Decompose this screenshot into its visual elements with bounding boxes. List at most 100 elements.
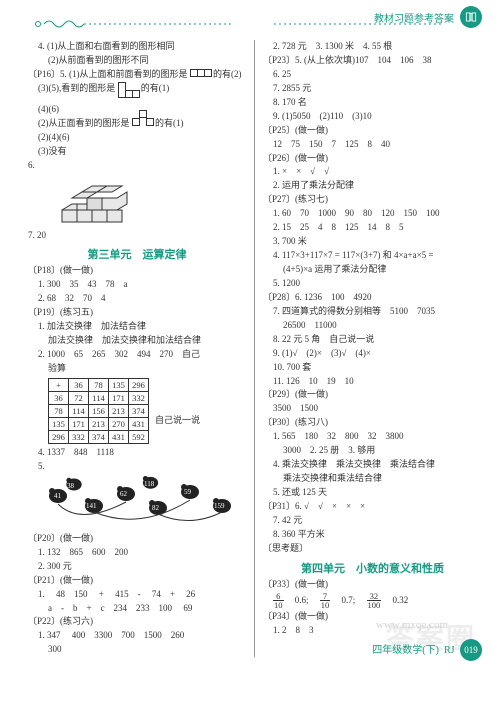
left-column: 4. (1)从上面和右面看到的图形相同 (2)从前面看到的图形不同 〔P16〕5… <box>28 40 255 657</box>
text: (3)(5),看到的图形是 <box>38 83 115 93</box>
text: 乘法交换律和乘法结合律 <box>263 472 482 486</box>
text: 9. (1)√ (2)× (3)√ (4)× <box>263 347 482 361</box>
tag: 〔P26〕(做一做) <box>263 152 482 166</box>
text: 2. 运用了乘法分配律 <box>263 179 482 193</box>
svg-text:118: 118 <box>144 480 155 488</box>
text: 1. 48 150 + 415 - 74 + 26 <box>28 588 246 602</box>
text: 0.6; <box>286 595 318 605</box>
text: 6. <box>28 159 246 173</box>
text: 12 75 150 7 125 8 40 <box>263 138 482 152</box>
tag: 〔P21〕(做一做) <box>28 574 246 588</box>
tag: 〔P25〕(做一做) <box>263 124 482 138</box>
text: 11. 126 10 19 10 <box>263 375 482 389</box>
svg-text:62: 62 <box>120 490 128 498</box>
pairing-figure: 41 141 62 82 59 159 38 118 <box>40 476 246 530</box>
text: 4. (1)从上面和右面看到的图形相同 <box>28 40 246 54</box>
text: (2)从正面看到的图形是 的有(1) <box>28 117 246 131</box>
cube-figure <box>52 175 246 227</box>
text: 9. (1)5050 (2)110 (3)10 <box>263 110 482 124</box>
text: 〔P31〕6. √ √ × × × <box>263 500 482 514</box>
text: 2. 68 32 70 4 <box>28 292 246 306</box>
page-number: 019 <box>460 639 482 661</box>
text: (3)没有 <box>28 145 246 159</box>
text: 7. 20 <box>28 229 246 243</box>
svg-text:82: 82 <box>152 504 160 512</box>
text: 的有(2) <box>213 69 242 79</box>
tag: 〔P30〕(练习八) <box>263 416 482 430</box>
tag: 〔P20〕(做一做) <box>28 532 246 546</box>
text: 2. 15 25 4 8 125 14 8 5 <box>263 221 482 235</box>
text: (2)从正面看到的图形是 <box>38 118 130 128</box>
book-label: 四年级数学(下) <box>372 645 439 656</box>
text: (3)(5),看到的图形是 的有(1) <box>28 82 246 103</box>
text: 1. × × √ √ <box>263 165 482 179</box>
text: 的有(1) <box>141 83 170 93</box>
text: 8. 22 元 5 角 自己说一说 <box>263 333 482 347</box>
tag: 〔P18〕(做一做) <box>28 264 246 278</box>
watermark-url: www.mxqe.com <box>376 619 448 631</box>
text: 1. 加法交换律 加法结合律 <box>28 320 246 334</box>
text: 6. 25 <box>263 68 482 82</box>
text: (2)从前面看到的图形不同 <box>28 54 246 68</box>
text: 4. 1337 848 1118 <box>28 446 246 460</box>
text: 3500 1500 <box>263 402 482 416</box>
text: 8. 170 名 <box>263 96 482 110</box>
text: (2)(4)(6) <box>28 131 246 145</box>
text: 1. 565 180 32 800 32 3800 <box>263 430 482 444</box>
text: 7. 42 元 <box>263 514 482 528</box>
book-icon <box>460 6 482 28</box>
text: a - b + c 234 233 100 69 <box>28 602 246 616</box>
text: 1. 347 400 3300 700 1500 260 <box>28 629 246 643</box>
text: 4. 乘法交换律 乘法交换律 乘法结合律 <box>263 458 482 472</box>
page-header-title: 教材习题参考答案 <box>374 10 454 25</box>
text: 3000 2. 25 册 3. 够用 <box>263 444 482 458</box>
text: 2. 300 元 <box>28 560 246 574</box>
text: 2. 728 元 3. 1300 米 4. 55 根 <box>263 40 482 54</box>
text: 26500 11000 <box>263 319 482 333</box>
text: 5. <box>28 460 246 474</box>
svg-text:141: 141 <box>86 502 97 510</box>
tag: 〔P22〕(练习六) <box>28 615 246 629</box>
text: 5. 1200 <box>263 277 482 291</box>
text: 〔P23〕5. (从上依次填)107 104 106 38 <box>263 54 482 68</box>
text: (4+5)×a 运用了乘法分配律 <box>263 263 482 277</box>
text: 4. 117×3+117×7 = 117×(3+7) 和 4×a+a×5 = <box>263 249 482 263</box>
box-icon <box>118 82 139 103</box>
text: 加法交换律 加法交换律和加法结合律 <box>28 334 246 348</box>
tag: 〔P27〕(练习七) <box>263 193 482 207</box>
svg-text:159: 159 <box>214 502 225 510</box>
text: 0.7; <box>333 595 365 605</box>
text: 自己说一说 <box>155 414 200 446</box>
text: 8. 360 平方米 <box>263 528 482 542</box>
svg-text:38: 38 <box>67 482 75 490</box>
box-icon <box>132 117 153 131</box>
text: 〔P28〕6. 1236 100 4920 <box>263 291 482 305</box>
text: 10. 700 套 <box>263 361 482 375</box>
text: 〔P16〕5. (1)从上面和前面看到的图形是 的有(2) <box>28 68 246 82</box>
text: 的有(1) <box>155 118 184 128</box>
text: 2. 1000 65 265 302 494 270 自己 <box>28 348 246 362</box>
text: 1. 132 865 600 200 <box>28 546 246 560</box>
tag: 〔思考题〕 <box>263 542 482 556</box>
addition-table: +3678135296 3672114171332 78114156213374… <box>48 378 149 444</box>
tag: 〔P33〕(做一做) <box>263 578 482 592</box>
text: 0.32 <box>384 595 409 605</box>
text: 610 0.6; 710 0.7; 32100 0.32 <box>263 592 482 610</box>
tag: 〔P29〕(做一做) <box>263 388 482 402</box>
unit4-heading: 第四单元 小数的意义和性质 <box>263 560 482 576</box>
text: (4)(6) <box>28 103 246 117</box>
text: 7. 四道算式的得数分别相等 5100 7035 <box>263 305 482 319</box>
text: 7. 2855 元 <box>263 82 482 96</box>
box-icon <box>190 68 211 82</box>
text: 〔P16〕5. (1)从上面和前面看到的图形是 <box>28 69 188 79</box>
page-footer: 四年级数学(下) RJ 019 <box>372 639 482 661</box>
svg-text:59: 59 <box>184 488 192 496</box>
text: 1. 300 35 43 78 a <box>28 278 246 292</box>
text: 1. 60 70 1000 90 80 120 150 100 <box>263 207 482 221</box>
text: 验算 <box>28 362 246 376</box>
unit3-heading: 第三单元 运算定律 <box>28 246 246 262</box>
text: 5. 还或 125 天 <box>263 486 482 500</box>
text: 3. 700 米 <box>263 235 482 249</box>
svg-text:41: 41 <box>54 492 62 500</box>
text: 300 <box>28 643 246 657</box>
